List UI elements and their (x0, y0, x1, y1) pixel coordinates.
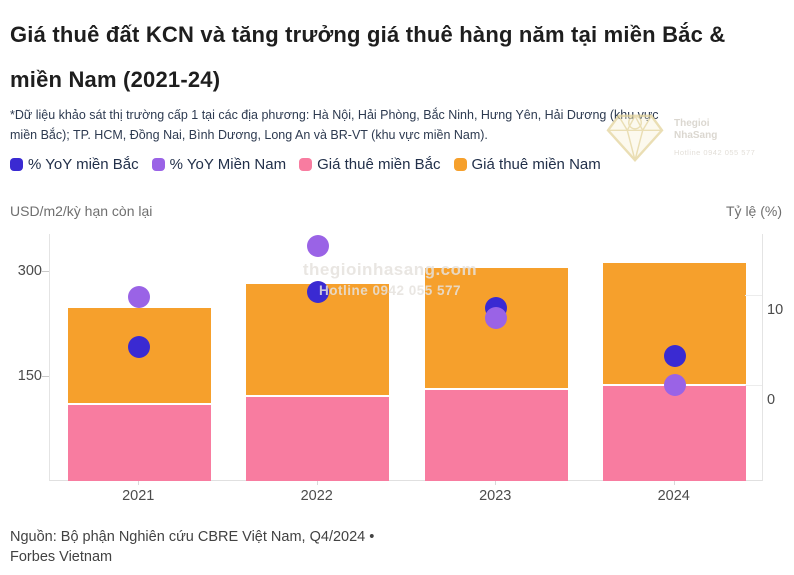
dot-yoy-south-2021[interactable] (128, 285, 151, 308)
bar-segment-divider (67, 403, 211, 405)
legend-label: % YoY miền Bắc (28, 156, 139, 173)
bar-north-price-2022[interactable] (246, 396, 390, 481)
right-axis-gridline (745, 385, 762, 386)
bar-north-price-2021[interactable] (67, 404, 211, 481)
chart-title: Giá thuê đất KCN và tăng trưởng giá thuê… (10, 22, 726, 92)
legend-swatch-icon (453, 158, 467, 171)
brand-name-line1: Thegioi (674, 118, 710, 129)
left-axis-caption: USD/m2/kỳ hạn còn lại (10, 203, 153, 219)
legend-item: Giá thuê miền Bắc (299, 156, 441, 173)
brand-watermark-text: Thegioi NhaSang Hotline 0942 055 577 (674, 112, 755, 157)
brand-hotline: Hotline 0942 055 577 (674, 148, 756, 157)
right-axis-caption: Tỷ lệ (%) (726, 203, 782, 219)
left-axis-tick (42, 376, 49, 377)
chart-subtitle: *Dữ liệu khảo sát thị trường cấp 1 tại c… (10, 108, 659, 142)
legend-swatch-icon (10, 158, 23, 171)
source-line2: Forbes Vietnam (10, 549, 113, 565)
legend-label: % YoY Miền Nam (169, 156, 287, 173)
legend-label: Giá thuê miền Nam (471, 156, 601, 173)
bar-north-price-2023[interactable] (424, 389, 568, 481)
dot-yoy-north-2021[interactable] (128, 336, 151, 359)
x-axis-tick (316, 481, 318, 485)
legend-item: Giá thuê miền Nam (453, 156, 601, 173)
plot-area (49, 234, 763, 481)
bar-segment-divider (424, 388, 568, 391)
x-axis-label-2022: 2022 (300, 488, 333, 504)
x-axis-tick (138, 481, 140, 485)
dot-yoy-north-2022[interactable] (306, 281, 329, 304)
left-axis-tick (42, 271, 49, 272)
dot-yoy-south-2023[interactable] (485, 307, 508, 330)
legend-item: % YoY miền Bắc (10, 156, 139, 173)
source-line1: Nguồn: Bộ phận Nghiên cứu CBRE Việt Nam,… (10, 529, 375, 545)
x-axis-label-2023: 2023 (479, 488, 512, 504)
bar-segment-divider (246, 395, 390, 398)
dot-yoy-north-2024[interactable] (663, 345, 686, 368)
x-axis-label-2021: 2021 (122, 488, 155, 504)
left-axis-tick-label: 150 (17, 368, 42, 384)
bar-north-price-2024[interactable] (603, 385, 747, 481)
x-axis-tick (495, 481, 497, 485)
source-note: Nguồn: Bộ phận Nghiên cứu CBRE Việt Nam,… (10, 527, 610, 567)
legend-swatch-icon (299, 158, 313, 171)
dot-yoy-south-2024[interactable] (663, 374, 686, 396)
right-axis-gridline (745, 295, 762, 296)
legend-swatch-icon (151, 158, 165, 171)
legend: % YoY miền Bắc % YoY Miền Nam Giá thuê miề… (10, 156, 601, 173)
dot-yoy-south-2022[interactable] (306, 234, 329, 257)
x-axis-tick (673, 481, 675, 485)
right-axis-tick-label: 10 (767, 302, 784, 318)
brand-name-line2: NhaSang (674, 130, 718, 141)
legend-label: Giá thuê miền Bắc (317, 156, 441, 173)
right-axis-tick-label: 0 (767, 392, 776, 408)
x-axis-label-2024: 2024 (657, 488, 690, 504)
left-axis-tick-label: 300 (17, 263, 42, 279)
legend-item: % YoY Miền Nam (151, 156, 287, 173)
